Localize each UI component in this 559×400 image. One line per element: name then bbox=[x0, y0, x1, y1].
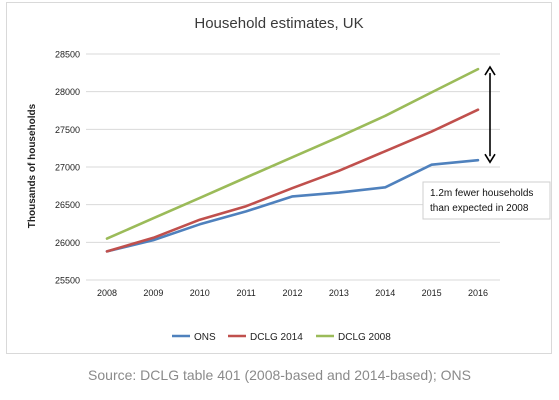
x-tick-label-2013: 2013 bbox=[329, 288, 349, 298]
x-tick-label-2014: 2014 bbox=[375, 288, 395, 298]
annotation-layer: 1.2m fewer households than expected in 2… bbox=[422, 65, 551, 220]
legend-label-dclg-2014: DCLG 2014 bbox=[250, 332, 303, 343]
x-tick-label-2009: 2009 bbox=[143, 288, 163, 298]
y-tick-label-26500: 26500 bbox=[55, 200, 80, 210]
chart-title: Household estimates, UK bbox=[194, 15, 363, 32]
x-tick-label-2008: 2008 bbox=[97, 288, 117, 298]
legend-label-dclg-2008: DCLG 2008 bbox=[338, 332, 391, 343]
legend-label-ons: ONS bbox=[194, 332, 216, 343]
y-tick-label-28000: 28000 bbox=[55, 87, 80, 97]
source-caption: Source: DCLG table 401 (2008-based and 2… bbox=[88, 367, 471, 383]
annotation-box bbox=[422, 181, 551, 220]
series-line-dclg-2008 bbox=[105, 67, 480, 240]
y-tick-label-28500: 28500 bbox=[55, 50, 80, 60]
x-tick-labels: 2008 2009 2010 2011 2012 2013 2014 2015 2016 bbox=[97, 288, 488, 298]
x-tick-label-2010: 2010 bbox=[190, 288, 210, 298]
y-tick-label-26000: 26000 bbox=[55, 238, 80, 248]
annotation-arrowhead-bottom bbox=[484, 153, 496, 164]
y-tick-label-25500: 25500 bbox=[55, 276, 80, 286]
chart-frame bbox=[6, 2, 552, 354]
series-line-dclg-2014 bbox=[105, 108, 480, 253]
x-tick-label-2011: 2011 bbox=[236, 288, 255, 298]
annotation-text-line2: than expected in 2008 bbox=[430, 203, 529, 214]
x-tick-label-2016: 2016 bbox=[468, 288, 488, 298]
chart-svg: Household estimates, UK Thousands of hou… bbox=[27, 15, 551, 343]
y-tick-label-27500: 27500 bbox=[55, 125, 80, 135]
legend: ONS DCLG 2014 DCLG 2008 bbox=[172, 332, 391, 343]
annotation-text-line1: 1.2m fewer households bbox=[430, 188, 533, 199]
y-axis-label: Thousands of households bbox=[27, 103, 38, 228]
series-line-ons bbox=[105, 158, 480, 253]
annotation-arrowhead-top bbox=[484, 65, 496, 76]
series-layer bbox=[105, 67, 480, 253]
y-tick-labels: 25500 26000 26500 27000 27500 28000 28500 bbox=[55, 50, 80, 286]
x-tick-label-2012: 2012 bbox=[282, 288, 302, 298]
x-tick-label-2015: 2015 bbox=[422, 288, 442, 298]
y-tick-label-27000: 27000 bbox=[55, 163, 80, 173]
